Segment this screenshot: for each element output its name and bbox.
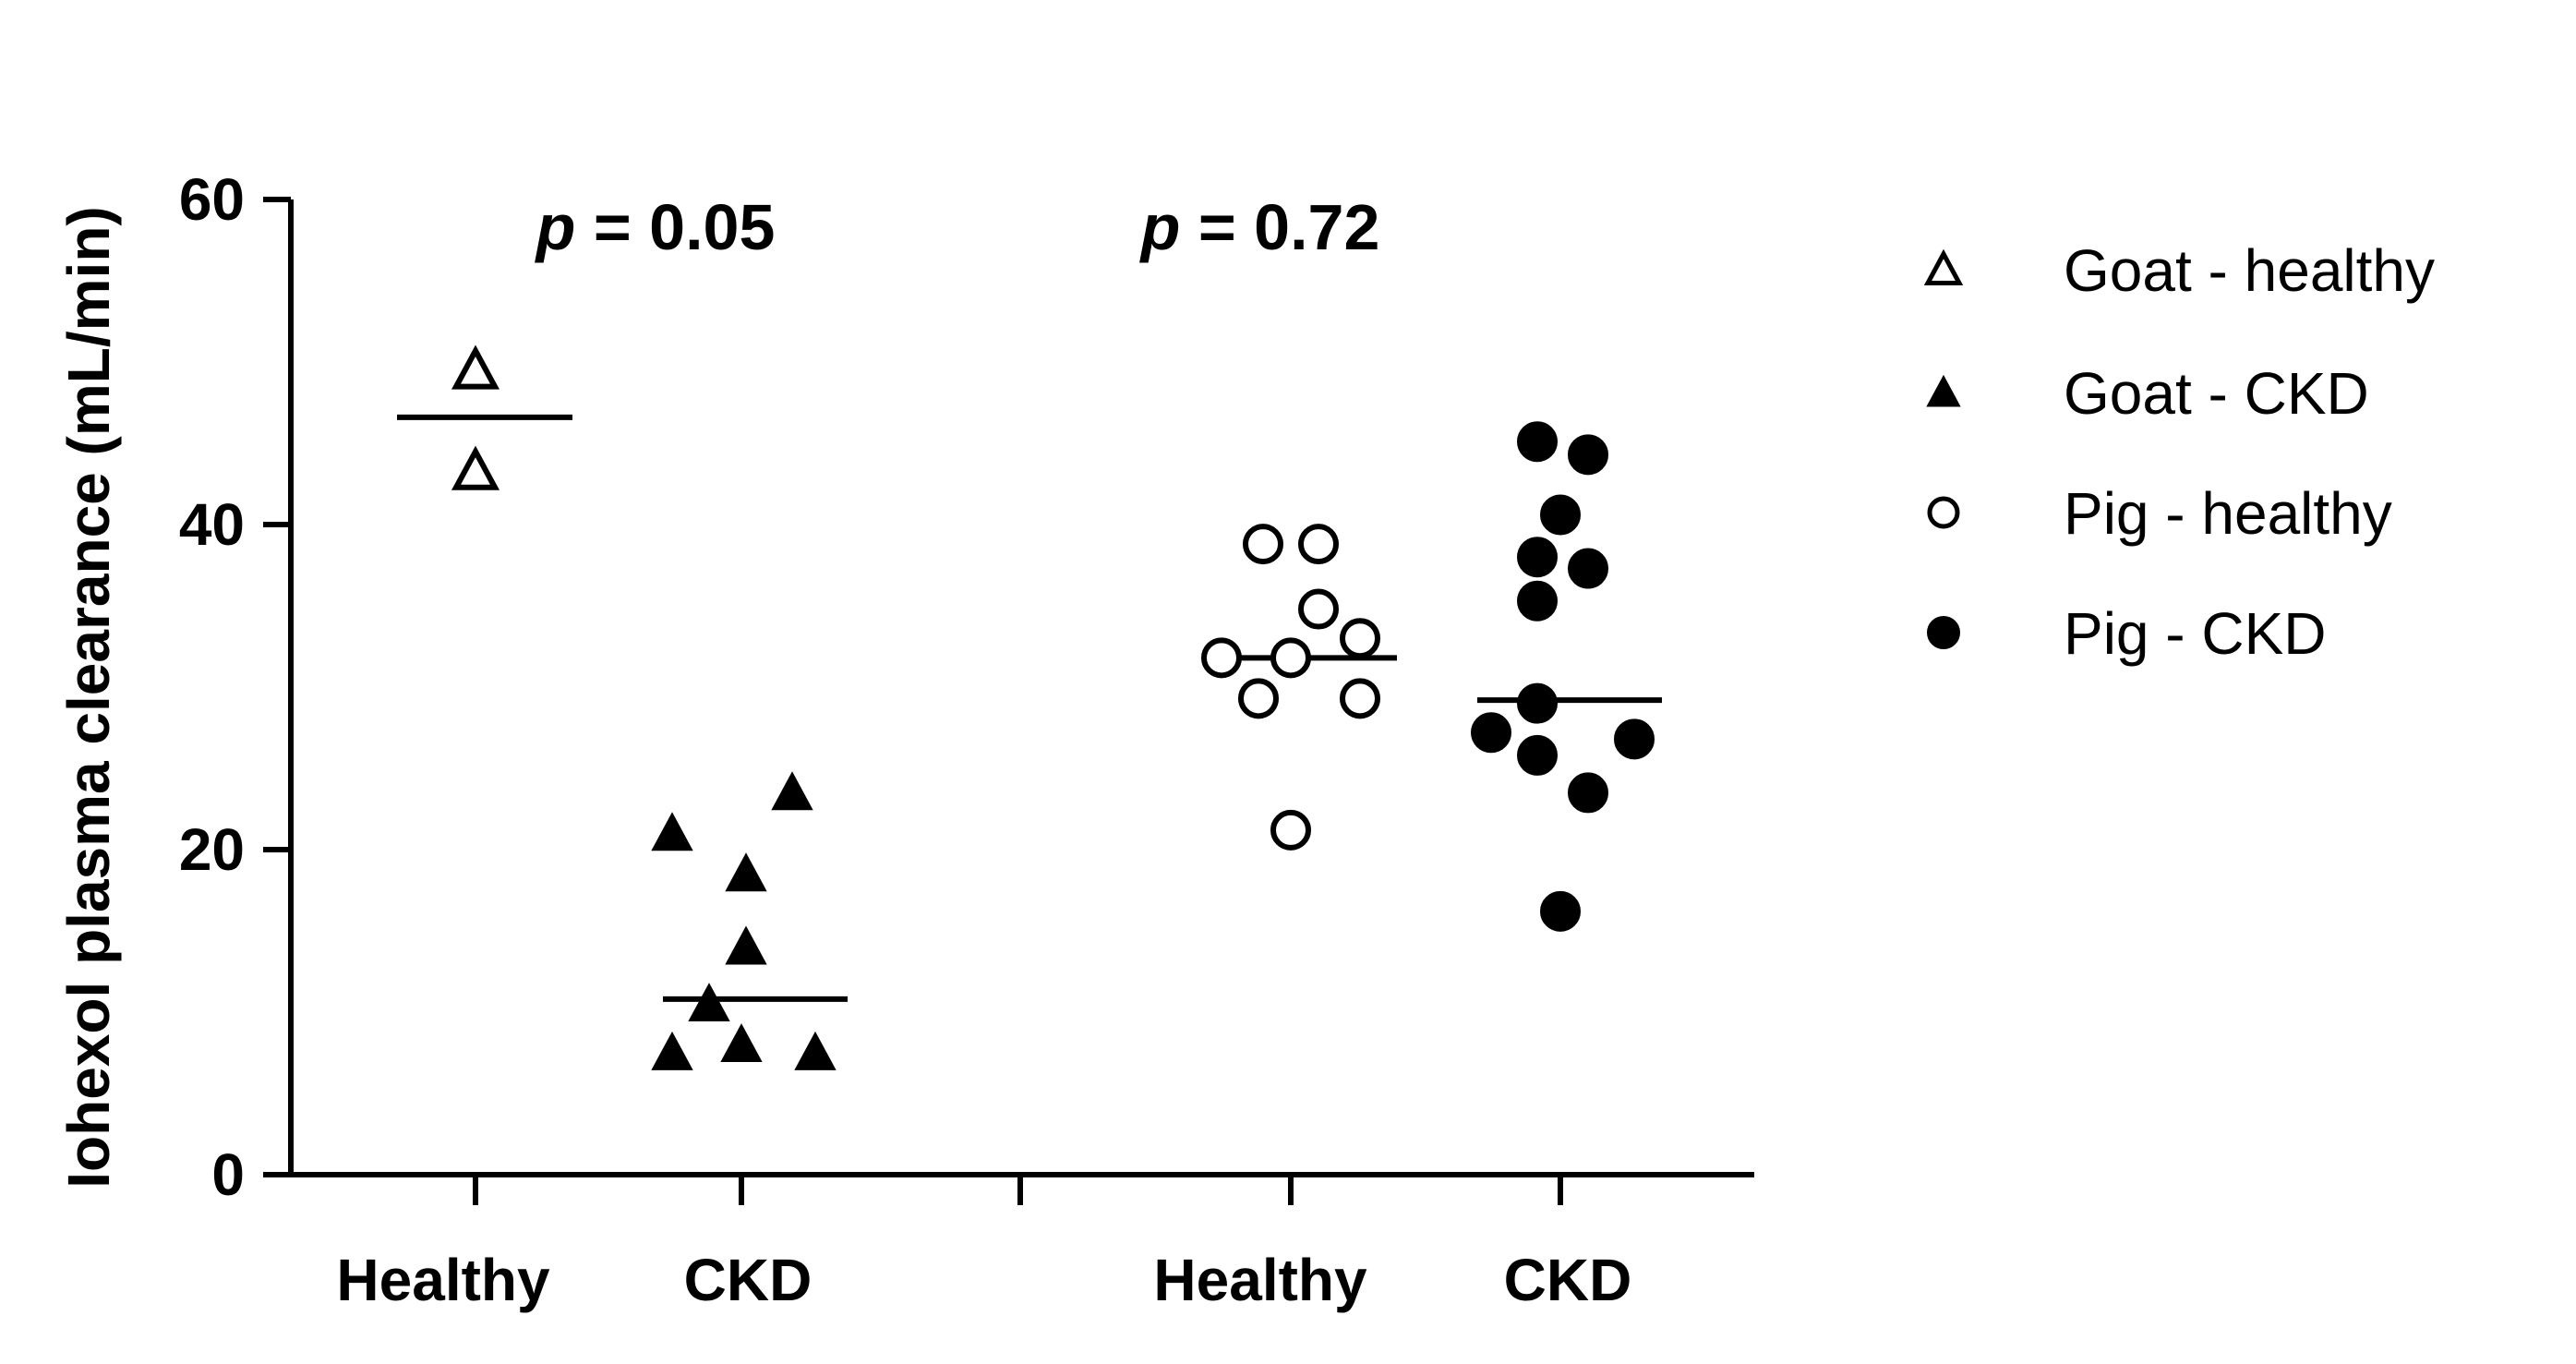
data-point-pig-ckd: [1540, 494, 1581, 536]
data-point-pig-healthy: [1270, 637, 1311, 679]
data-point-pig-ckd: [1471, 712, 1511, 754]
x-category-label: Healthy: [1153, 1247, 1367, 1313]
p-value-label: p = 0.72: [1139, 191, 1380, 263]
legend-label-goat-healthy: Goat - healthy: [2064, 237, 2435, 304]
p-value-annotations: p = 0.05 p = 0.72: [535, 191, 1380, 263]
data-point-pig-healthy: [1340, 618, 1380, 659]
p-value-label: p = 0.05: [535, 191, 776, 263]
y-tick-label: 0: [211, 1141, 245, 1208]
x-category-label: Healthy: [336, 1247, 550, 1313]
median-lines: [397, 414, 1662, 1002]
category-labels: Healthy CKD Healthy CKD: [336, 1247, 1631, 1313]
legend-marker-pig-ckd: [1927, 616, 1960, 649]
data-point-pig-healthy: [1201, 637, 1242, 679]
data-point-goat-ckd: [771, 771, 813, 811]
data-point-pig-ckd: [1517, 580, 1558, 622]
legend-marker-pig-healthy: [1927, 496, 1960, 529]
x-ticks: [473, 1175, 1563, 1205]
legend: Goat - healthy Goat - CKD Pig - healthy Pig…: [1923, 237, 2435, 667]
data-point-pig-ckd: [1517, 734, 1558, 776]
data-point-pig-ckd: [1517, 537, 1558, 578]
legend-marker-goat-ckd: [1926, 374, 1961, 407]
data-point-pig-healthy: [1270, 809, 1311, 851]
data-point-pig-ckd: [1517, 421, 1558, 463]
data-point-goat-ckd: [725, 852, 767, 892]
legend-label-pig-healthy: Pig - healthy: [2064, 480, 2392, 547]
x-category-label: CKD: [1504, 1247, 1632, 1313]
y-ticks: 0 20 40 60: [179, 166, 291, 1208]
data-point-pig-healthy: [1298, 588, 1339, 630]
data-point-goat-ckd: [720, 1023, 763, 1063]
data-point-pig-healthy: [1243, 524, 1283, 565]
data-point-pig-ckd: [1517, 682, 1558, 724]
y-tick-label: 60: [179, 166, 245, 233]
data-point-goat-ckd: [688, 983, 730, 1022]
y-axis-label: Iohexol plasma clearance (mL/min): [55, 206, 122, 1188]
y-tick-label: 20: [179, 816, 245, 883]
data-point-pig-ckd: [1540, 890, 1581, 932]
data-point-pig-ckd: [1568, 434, 1608, 476]
data-point-pig-ckd: [1614, 718, 1655, 760]
data-point-pig-healthy: [1340, 678, 1380, 719]
data-points: [451, 344, 1655, 1070]
data-point-goat-healthy: [451, 344, 500, 390]
legend-marker-goat-healthy: [1923, 248, 1964, 285]
data-point-pig-ckd: [1568, 548, 1608, 589]
data-point-goat-healthy: [451, 445, 500, 490]
data-point-pig-healthy: [1238, 678, 1279, 719]
legend-label-goat-ckd: Goat - CKD: [2064, 360, 2369, 427]
legend-label-pig-ckd: Pig - CKD: [2064, 600, 2327, 667]
y-tick-label: 40: [179, 491, 245, 558]
data-point-goat-ckd: [794, 1031, 837, 1070]
data-point-goat-ckd: [651, 812, 693, 851]
data-point-goat-ckd: [651, 1031, 693, 1070]
data-point-pig-healthy: [1298, 524, 1339, 565]
data-point-pig-ckd: [1568, 772, 1608, 814]
x-category-label: CKD: [684, 1247, 813, 1313]
data-point-goat-ckd: [725, 925, 767, 965]
